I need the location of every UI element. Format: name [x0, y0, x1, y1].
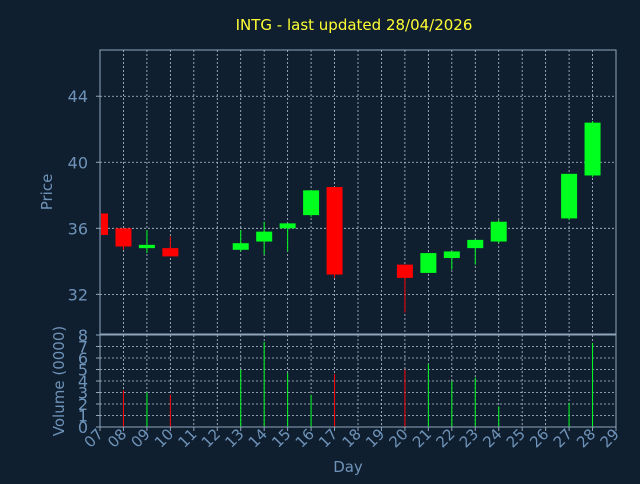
candle-22	[443, 251, 460, 270]
x-tick-label: 10	[151, 425, 177, 451]
candle-16	[303, 190, 320, 217]
candle-09	[138, 229, 155, 254]
x-tick-label: 23	[456, 425, 482, 451]
x-tick-label: 26	[526, 425, 552, 451]
x-tick-label: 09	[128, 425, 154, 451]
candle-10	[162, 236, 179, 257]
candle-28	[584, 121, 601, 178]
candle-body	[138, 244, 155, 249]
x-tick-label: 20	[386, 425, 412, 451]
x-tick-label: 29	[597, 425, 623, 451]
price-grid	[100, 50, 616, 334]
price-axis-label: Price	[38, 174, 56, 211]
volume-tick-label: 3	[78, 384, 88, 403]
volume-bars	[122, 341, 594, 427]
x-tick-label: 18	[339, 425, 365, 451]
candles	[99, 121, 601, 313]
x-tick-label: 24	[479, 425, 505, 451]
candle-13	[232, 229, 249, 252]
candle-body	[162, 248, 179, 257]
candle-23	[467, 239, 484, 265]
candle-body	[101, 213, 108, 235]
x-tick-label: 12	[198, 425, 224, 451]
volume-grid	[100, 335, 616, 427]
x-axis: 0708091011121314151617181920212223242526…	[81, 425, 623, 451]
candle-body	[303, 190, 320, 216]
x-axis-label: Day	[333, 458, 363, 476]
candle-body	[443, 251, 460, 259]
x-tick-label: 27	[550, 425, 576, 451]
volume-tick-label: 0	[78, 418, 88, 437]
volume-tick-label: 4	[78, 372, 88, 391]
volume-tick-label: 7	[78, 338, 88, 357]
x-tick-label: 11	[174, 425, 200, 451]
candle-body	[561, 173, 578, 219]
x-tick-label: 22	[432, 425, 458, 451]
volume-tick-label: 8	[78, 326, 88, 345]
volume-tick-label: 6	[78, 349, 88, 368]
x-tick-label: 28	[573, 425, 599, 451]
x-tick-label: 19	[362, 425, 388, 451]
price-tick-label: 32	[68, 285, 88, 304]
x-tick-label: 08	[104, 425, 130, 451]
x-tick-label: 13	[221, 425, 247, 451]
candle-21	[420, 253, 437, 273]
candle-body	[232, 243, 249, 250]
candle-body	[490, 221, 507, 242]
candle-15	[279, 223, 296, 252]
candle-body	[467, 239, 484, 249]
price-axis: 32 36 40 44	[68, 87, 100, 304]
price-frame	[99, 49, 617, 335]
candle-14	[256, 221, 273, 255]
candle-body	[115, 228, 132, 247]
volume-tick-label: 5	[78, 361, 88, 380]
price-tick-label: 36	[68, 219, 88, 238]
chart-title: INTG - last updated 28/04/2026	[236, 16, 473, 34]
candle-08	[115, 228, 132, 250]
price-tick-label: 44	[68, 87, 88, 106]
volume-axis-label: Volume (0000)	[50, 326, 68, 436]
candle-body	[326, 187, 343, 275]
candle-body	[420, 253, 437, 273]
candle-body	[584, 122, 601, 176]
x-tick-label: 25	[503, 425, 529, 451]
volume-tick-label: 1	[78, 407, 88, 426]
x-tick-label: 15	[268, 425, 294, 451]
candle-20	[396, 264, 413, 313]
candle-body	[396, 264, 413, 278]
candle-27	[561, 173, 578, 221]
volume-tick-label: 2	[78, 395, 88, 414]
x-tick-label: 21	[409, 425, 435, 451]
candle-24	[490, 220, 507, 244]
candle-body	[256, 231, 273, 242]
price-tick-label: 40	[68, 153, 88, 172]
candle-17	[326, 187, 343, 278]
x-tick-label: 17	[315, 425, 341, 451]
candle-07	[99, 213, 108, 235]
candle-body	[279, 223, 296, 229]
volume-frame	[99, 334, 617, 428]
x-tick-label: 16	[292, 425, 318, 451]
x-tick-label: 14	[245, 425, 271, 451]
